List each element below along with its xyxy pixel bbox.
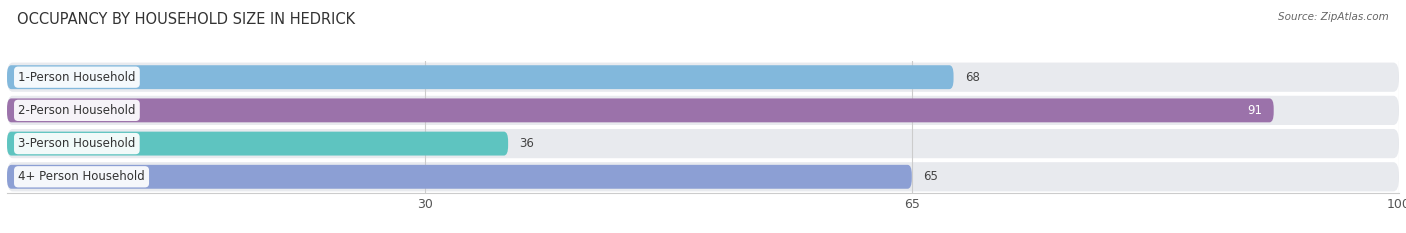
FancyBboxPatch shape <box>7 96 1399 125</box>
FancyBboxPatch shape <box>7 162 1399 191</box>
Text: 65: 65 <box>922 170 938 183</box>
FancyBboxPatch shape <box>7 98 1274 122</box>
FancyBboxPatch shape <box>7 63 1399 92</box>
Text: 2-Person Household: 2-Person Household <box>18 104 135 117</box>
Text: 1-Person Household: 1-Person Household <box>18 71 135 84</box>
FancyBboxPatch shape <box>7 132 508 156</box>
Text: 36: 36 <box>519 137 534 150</box>
FancyBboxPatch shape <box>7 129 1399 158</box>
Text: Source: ZipAtlas.com: Source: ZipAtlas.com <box>1278 12 1389 22</box>
Text: 3-Person Household: 3-Person Household <box>18 137 135 150</box>
FancyBboxPatch shape <box>7 65 953 89</box>
Text: 91: 91 <box>1247 104 1263 117</box>
Text: 4+ Person Household: 4+ Person Household <box>18 170 145 183</box>
Text: OCCUPANCY BY HOUSEHOLD SIZE IN HEDRICK: OCCUPANCY BY HOUSEHOLD SIZE IN HEDRICK <box>17 12 354 27</box>
Text: 68: 68 <box>965 71 980 84</box>
FancyBboxPatch shape <box>7 165 912 189</box>
